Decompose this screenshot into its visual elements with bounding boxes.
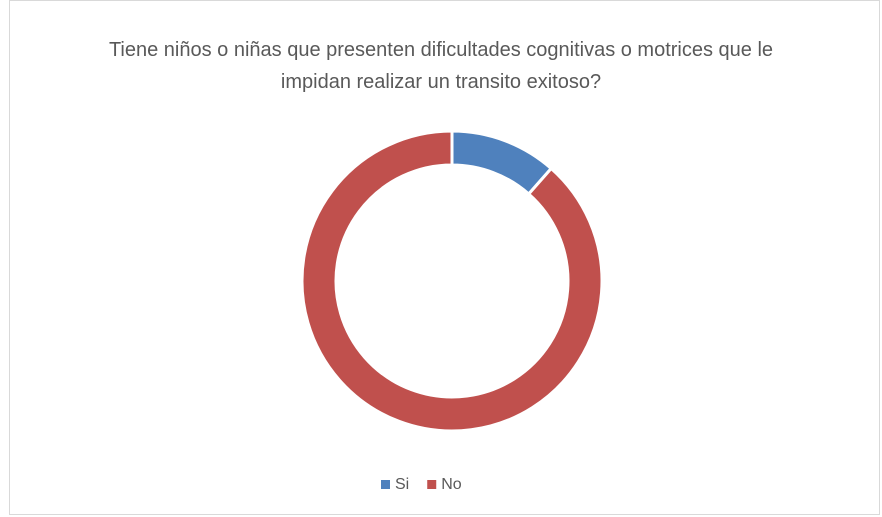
chart-frame <box>9 0 880 515</box>
legend-swatch <box>427 480 437 489</box>
legend-label: Si <box>395 476 409 493</box>
legend-label: No <box>441 476 462 493</box>
chart-title: Tiene niños o niñas que presenten dificu… <box>108 39 774 93</box>
legend-swatch <box>381 480 390 489</box>
donut-segment <box>300 129 604 433</box>
